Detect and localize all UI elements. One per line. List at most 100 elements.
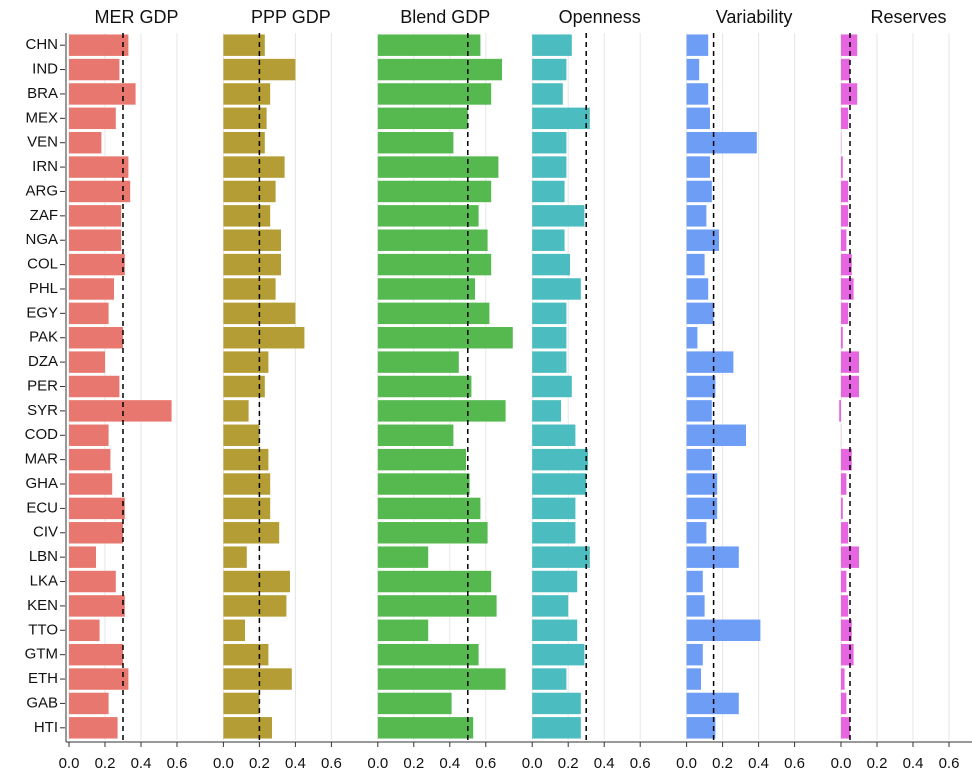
bar [223, 448, 269, 471]
bar [841, 619, 852, 642]
x-tick-label: 0.2 [867, 755, 888, 772]
bar [377, 473, 470, 495]
x-tick-label: 0.0 [367, 755, 388, 772]
bar [377, 497, 481, 520]
bar [841, 156, 843, 178]
category-label: COD [25, 426, 59, 443]
category-label: MEX [25, 109, 58, 126]
bar [223, 253, 281, 276]
bar [532, 497, 576, 520]
bar [223, 570, 290, 593]
bar [532, 424, 576, 446]
bar [686, 595, 705, 617]
bar [223, 619, 245, 642]
bar [377, 595, 497, 617]
bar [841, 83, 858, 105]
bar [377, 205, 479, 227]
bar [686, 546, 739, 568]
bar [686, 253, 705, 276]
bar [223, 595, 287, 617]
bar [532, 58, 567, 81]
category-label: ZAF [30, 207, 58, 224]
x-tick-label: 0.4 [594, 755, 615, 772]
bar [532, 546, 590, 568]
bar [841, 107, 849, 130]
bar [686, 717, 716, 739]
category-label: NGA [25, 231, 58, 248]
bar [532, 643, 585, 666]
bar [377, 424, 454, 446]
category-label: TTO [28, 621, 58, 638]
facet-title: PPP GDP [251, 7, 331, 27]
bar [686, 327, 698, 349]
category-label: COL [27, 256, 58, 273]
bar [69, 156, 129, 178]
bar [223, 643, 269, 666]
category-label: MAR [25, 451, 59, 468]
bar [377, 400, 506, 422]
bar [69, 497, 125, 520]
bar [223, 717, 272, 739]
bar [69, 253, 125, 276]
bar [686, 448, 712, 471]
bar [223, 522, 280, 544]
x-tick-label: 0.2 [95, 755, 116, 772]
facet-title: Reserves [870, 7, 946, 27]
category-label: KEN [27, 597, 58, 614]
bar [532, 253, 570, 276]
bar [841, 643, 854, 666]
bar [532, 619, 578, 642]
bar [841, 302, 849, 325]
x-tick-label: 0.4 [439, 755, 460, 772]
bar [686, 205, 707, 227]
bar [532, 34, 572, 56]
bar [377, 692, 452, 715]
bar [841, 570, 847, 593]
bar [377, 58, 502, 81]
bar [69, 473, 113, 495]
x-tick-label: 0.2 [712, 755, 733, 772]
facet-title: Variability [716, 7, 793, 27]
facet-title: MER GDP [94, 7, 178, 27]
bar [841, 253, 852, 276]
bar [532, 400, 561, 422]
category-label: CHN [26, 36, 59, 53]
bar [223, 546, 247, 568]
bar [69, 205, 122, 227]
x-tick-label: 0.0 [522, 755, 543, 772]
bar [686, 424, 746, 446]
bar [223, 692, 260, 715]
bar [841, 668, 845, 690]
bar [686, 473, 718, 495]
category-label: VEN [27, 134, 58, 151]
bar [532, 131, 567, 154]
bar [686, 522, 707, 544]
bar [377, 156, 499, 178]
bar [377, 448, 466, 471]
bar [223, 83, 271, 105]
bar [841, 522, 849, 544]
bar [532, 107, 590, 130]
category-label: PHL [29, 280, 58, 297]
category-label: SYR [27, 402, 58, 419]
x-tick-label: 0.6 [321, 755, 342, 772]
bar [686, 692, 739, 715]
x-tick-label: 0.4 [131, 755, 152, 772]
bar [377, 107, 468, 130]
bar [532, 595, 569, 617]
category-label: DZA [28, 353, 58, 370]
bar [377, 351, 459, 373]
x-tick-label: 0.0 [59, 755, 80, 772]
x-tick-label: 0.2 [249, 755, 270, 772]
bar [686, 278, 709, 300]
bar [69, 34, 129, 56]
x-tick-label: 0.4 [748, 755, 769, 772]
bar [377, 180, 492, 203]
bar [841, 448, 852, 471]
bar [839, 400, 841, 422]
bar [69, 302, 109, 325]
bar [69, 424, 109, 446]
bar [532, 570, 578, 593]
bar [69, 229, 122, 251]
bar [69, 546, 96, 568]
